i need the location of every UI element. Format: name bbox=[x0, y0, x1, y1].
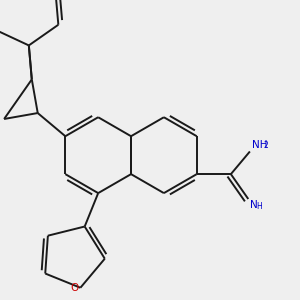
Text: H: H bbox=[256, 202, 262, 211]
Text: 2: 2 bbox=[263, 141, 268, 150]
Text: N: N bbox=[250, 200, 257, 210]
Text: NH: NH bbox=[252, 140, 267, 150]
Text: O: O bbox=[70, 283, 79, 293]
